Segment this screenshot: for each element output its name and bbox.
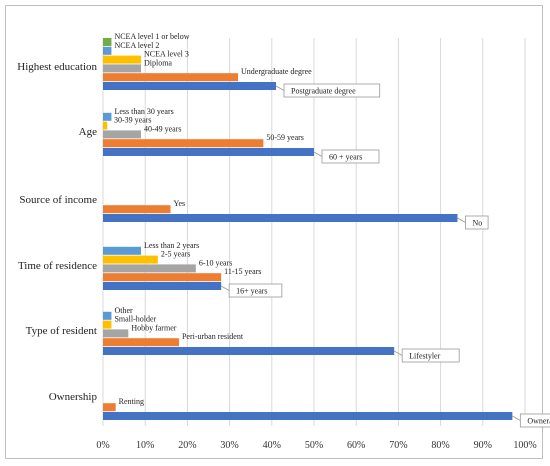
category-label: Type of resident	[26, 325, 97, 337]
bar	[103, 264, 196, 273]
bar	[103, 338, 179, 347]
bar-label: 50-59 years	[266, 133, 304, 142]
bar	[103, 139, 264, 148]
bar-label: Yes	[174, 199, 186, 208]
bar	[103, 112, 112, 121]
bar-label: Less than 30 years	[114, 107, 173, 116]
x-tick-label: 30%	[220, 440, 238, 451]
bar-label: Less than 2 years	[144, 241, 199, 250]
callout-box	[228, 283, 283, 298]
bar-label: 2-5 years	[161, 250, 191, 259]
category-label: Highest education	[17, 61, 97, 73]
bar	[103, 320, 112, 329]
callout-leader	[457, 217, 466, 223]
callout-box	[321, 149, 380, 164]
x-tick-label: 40%	[263, 440, 281, 451]
bar	[103, 121, 108, 130]
bar-label: No	[472, 219, 482, 228]
chart-frame	[5, 5, 543, 459]
callout-box	[283, 83, 381, 98]
x-tick-label: 90%	[474, 440, 492, 451]
bar-label: 30-39 years	[114, 116, 152, 125]
callout-leader	[220, 285, 230, 291]
callout-box	[465, 215, 489, 230]
category-label: Age	[79, 126, 97, 138]
bar	[103, 205, 171, 214]
x-tick-label: 10%	[136, 440, 154, 451]
callout-box	[401, 348, 460, 363]
callout-leader	[275, 85, 285, 91]
bar	[103, 130, 141, 139]
bar-label: NCEA level 1 or below	[114, 32, 189, 41]
x-tick-label: 70%	[389, 440, 407, 451]
bar	[103, 255, 158, 264]
callout-leader	[393, 350, 403, 356]
bar-label: NCEA level 3	[144, 50, 189, 59]
x-tick-label: 0%	[96, 440, 109, 451]
bar-label: 11-15 years	[224, 267, 261, 276]
bar	[103, 347, 395, 355]
callout-leader	[512, 415, 521, 421]
bar	[103, 282, 222, 290]
bar-label: Lifestyler	[409, 352, 440, 361]
x-tick-label: 80%	[431, 440, 449, 451]
bar-label: Diploma	[144, 58, 172, 67]
bar-label: Peri-urban resident	[182, 332, 244, 341]
bar-label: Small-holder	[114, 315, 156, 324]
x-tick-label: 60%	[347, 440, 365, 451]
bar-label: NCEA level 2	[114, 41, 159, 50]
category-label: Time of residence	[18, 260, 97, 272]
bar	[103, 246, 141, 255]
bar-label: Hobby farmer	[131, 323, 176, 332]
bar-label: 40-49 years	[144, 124, 182, 133]
bar	[103, 214, 458, 222]
bar	[103, 403, 116, 412]
bar-label: 60 + years	[329, 153, 362, 162]
bar	[103, 148, 314, 156]
bar	[103, 273, 222, 282]
bar	[103, 73, 239, 82]
bar	[103, 38, 112, 46]
x-tick-label: 100%	[513, 440, 536, 451]
x-tick-label: 50%	[305, 440, 323, 451]
bar-label: Owner/buyer	[527, 417, 550, 426]
callout-leader	[313, 151, 323, 157]
bar	[103, 311, 112, 320]
category-label: Ownership	[49, 391, 98, 403]
bar-label: 16+ years	[236, 287, 267, 296]
x-tick-label: 20%	[178, 440, 196, 451]
bar-label: Postgraduate degree	[291, 87, 356, 96]
bar	[103, 82, 277, 90]
bar	[103, 64, 141, 73]
bar-label: Other	[114, 306, 133, 315]
bar	[103, 412, 513, 420]
bar	[103, 329, 129, 338]
bar	[103, 46, 112, 55]
bar-label: Undergraduate degree	[241, 67, 312, 76]
bar-label: Renting	[119, 397, 144, 406]
callout-box	[519, 413, 550, 428]
category-label: Source of income	[19, 194, 97, 206]
bar	[103, 55, 141, 64]
bar-label: 6-10 years	[199, 258, 233, 267]
